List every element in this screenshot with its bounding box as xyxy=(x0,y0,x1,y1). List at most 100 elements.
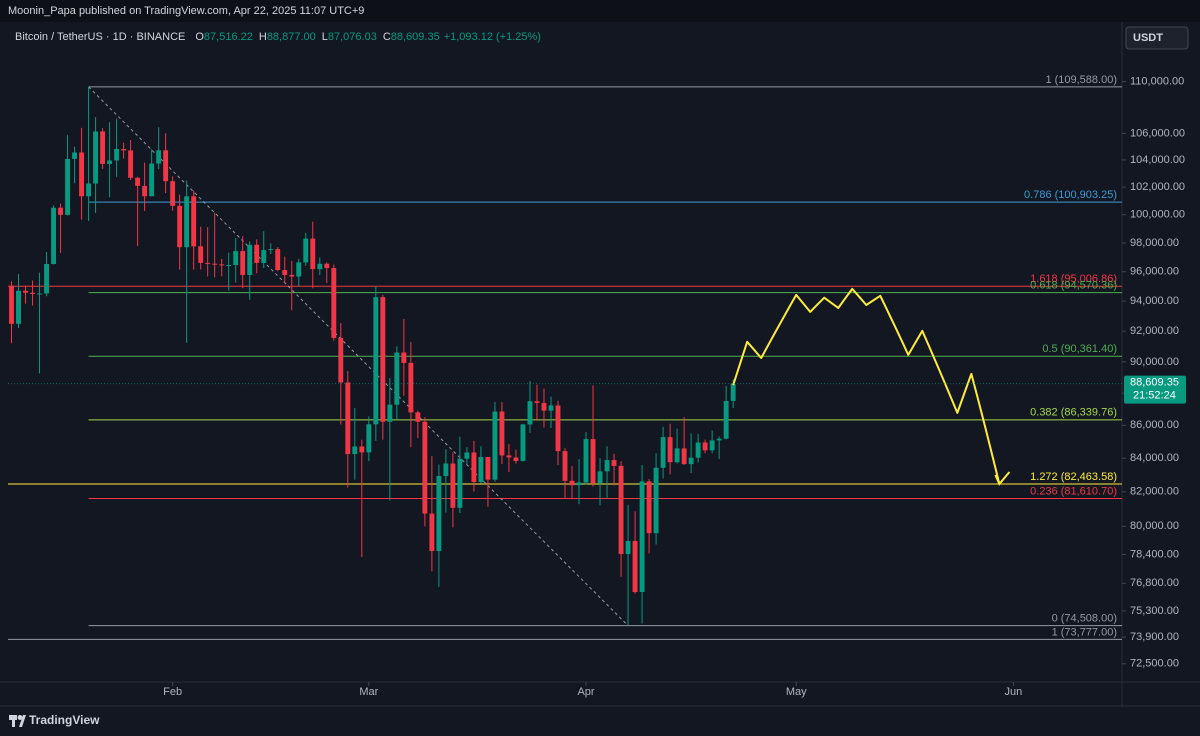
candle-body xyxy=(569,480,575,486)
candle-body xyxy=(261,250,267,263)
candle-body xyxy=(149,163,155,197)
candle-body xyxy=(275,249,281,271)
candle-body xyxy=(121,149,127,151)
candle-body xyxy=(723,400,729,439)
candle-body xyxy=(128,150,134,178)
trend-line xyxy=(88,86,629,626)
last-price-box xyxy=(1124,375,1186,404)
fib-label: 1 (109,588.00) xyxy=(1045,74,1117,86)
candle-body xyxy=(618,465,624,554)
candle-body xyxy=(212,263,218,265)
candle-body xyxy=(114,149,120,161)
candle-body xyxy=(485,456,491,480)
ohlc-item: C88,609.35 xyxy=(383,31,440,43)
candle-body xyxy=(352,446,358,455)
candle-body xyxy=(338,337,344,383)
fib-label: 0.5 (90,361.40) xyxy=(1042,343,1117,355)
candle-body xyxy=(282,270,288,275)
projection-line xyxy=(732,287,1001,485)
ohlc-key: O xyxy=(195,31,204,43)
ohlc-key: H xyxy=(258,31,267,43)
candle-body xyxy=(226,265,232,267)
candle-body xyxy=(534,401,540,403)
candle-body xyxy=(471,452,477,483)
y-tick-label: 86,000.00 xyxy=(1130,419,1179,431)
y-tick-label: 92,000.00 xyxy=(1130,325,1179,337)
candle-body xyxy=(625,540,631,554)
candle-body xyxy=(450,463,456,508)
y-tick-label: 84,000.00 xyxy=(1130,452,1179,464)
candle-body xyxy=(520,424,526,461)
y-tick-label: 78,400.00 xyxy=(1130,548,1179,560)
candle-body xyxy=(380,297,386,422)
candle-body xyxy=(632,540,638,593)
candle-body xyxy=(170,181,176,206)
fib-label: 1.618 (95,006.86) xyxy=(1030,273,1117,285)
y-tick-label: 106,000.00 xyxy=(1130,127,1185,139)
candle-body xyxy=(716,438,722,441)
candle-body xyxy=(681,448,687,465)
y-tick-label: 76,800.00 xyxy=(1130,577,1179,589)
candle-body xyxy=(37,293,42,295)
candle-body xyxy=(394,352,400,405)
currency[interactable]: USDT xyxy=(1133,32,1163,44)
candle-body xyxy=(415,412,421,422)
candle-body xyxy=(58,207,63,215)
candle-body xyxy=(317,263,323,270)
candle-body xyxy=(310,238,316,270)
candle-body xyxy=(247,244,253,275)
ohlc-value: 87,516.22 xyxy=(203,31,253,43)
change: +1,093.12 (+1.25%) xyxy=(443,31,541,43)
x-tick-label: Jun xyxy=(1005,686,1023,698)
candle-body xyxy=(373,297,379,425)
brand: TradingView xyxy=(29,713,100,727)
top-bar xyxy=(0,0,1200,22)
candle-body xyxy=(401,352,407,363)
candle-body xyxy=(527,401,533,425)
candle-body xyxy=(65,158,71,215)
candle-body xyxy=(324,263,330,268)
y-tick-label: 102,000.00 xyxy=(1130,181,1185,193)
y-tick-label: 104,000.00 xyxy=(1130,154,1185,166)
x-tick-label: May xyxy=(786,686,807,698)
ohlc-item: H88,877.00 xyxy=(259,31,316,43)
candle-body xyxy=(219,264,225,266)
candle-body xyxy=(240,251,246,275)
fib-label: 1 (73,777.00) xyxy=(1052,626,1117,638)
brand-logo xyxy=(9,715,26,727)
candle-body xyxy=(107,160,113,164)
candle-body xyxy=(156,150,162,164)
candle-body xyxy=(177,205,183,248)
candle-body xyxy=(205,262,211,264)
candle-body xyxy=(9,285,14,324)
fib-label: 0.382 (86,339.76) xyxy=(1030,407,1117,419)
candle-body xyxy=(639,481,645,593)
candle-body xyxy=(562,451,568,481)
ohlc-key: L xyxy=(321,31,328,43)
ohlc-value: 88,609.35 xyxy=(390,31,440,43)
candle-body xyxy=(443,463,449,477)
candle-body xyxy=(702,442,708,451)
candle-body xyxy=(576,482,582,486)
candle-body xyxy=(709,440,715,451)
candle-body xyxy=(86,183,92,197)
candle-body xyxy=(408,362,414,413)
y-tick-label: 82,000.00 xyxy=(1130,486,1179,498)
candle-body xyxy=(303,238,309,263)
candle-body xyxy=(478,456,484,483)
symbol-row: Bitcoin / TetherUS · 1D · BINANCE O87,51… xyxy=(15,31,541,43)
candle-body xyxy=(254,244,260,263)
currency-box[interactable] xyxy=(1125,26,1189,50)
candle-body xyxy=(422,421,428,514)
attribution: Moonin_Papa published on TradingView.com… xyxy=(8,5,365,17)
candle-body xyxy=(499,411,505,456)
symbol: Bitcoin / TetherUS · 1D · BINANCE xyxy=(15,31,186,43)
candle-body xyxy=(135,177,141,186)
candle-body xyxy=(695,442,701,458)
candle-body xyxy=(142,185,148,197)
candle-body xyxy=(191,196,197,247)
candle-body xyxy=(359,446,365,453)
candle-body xyxy=(79,152,85,197)
